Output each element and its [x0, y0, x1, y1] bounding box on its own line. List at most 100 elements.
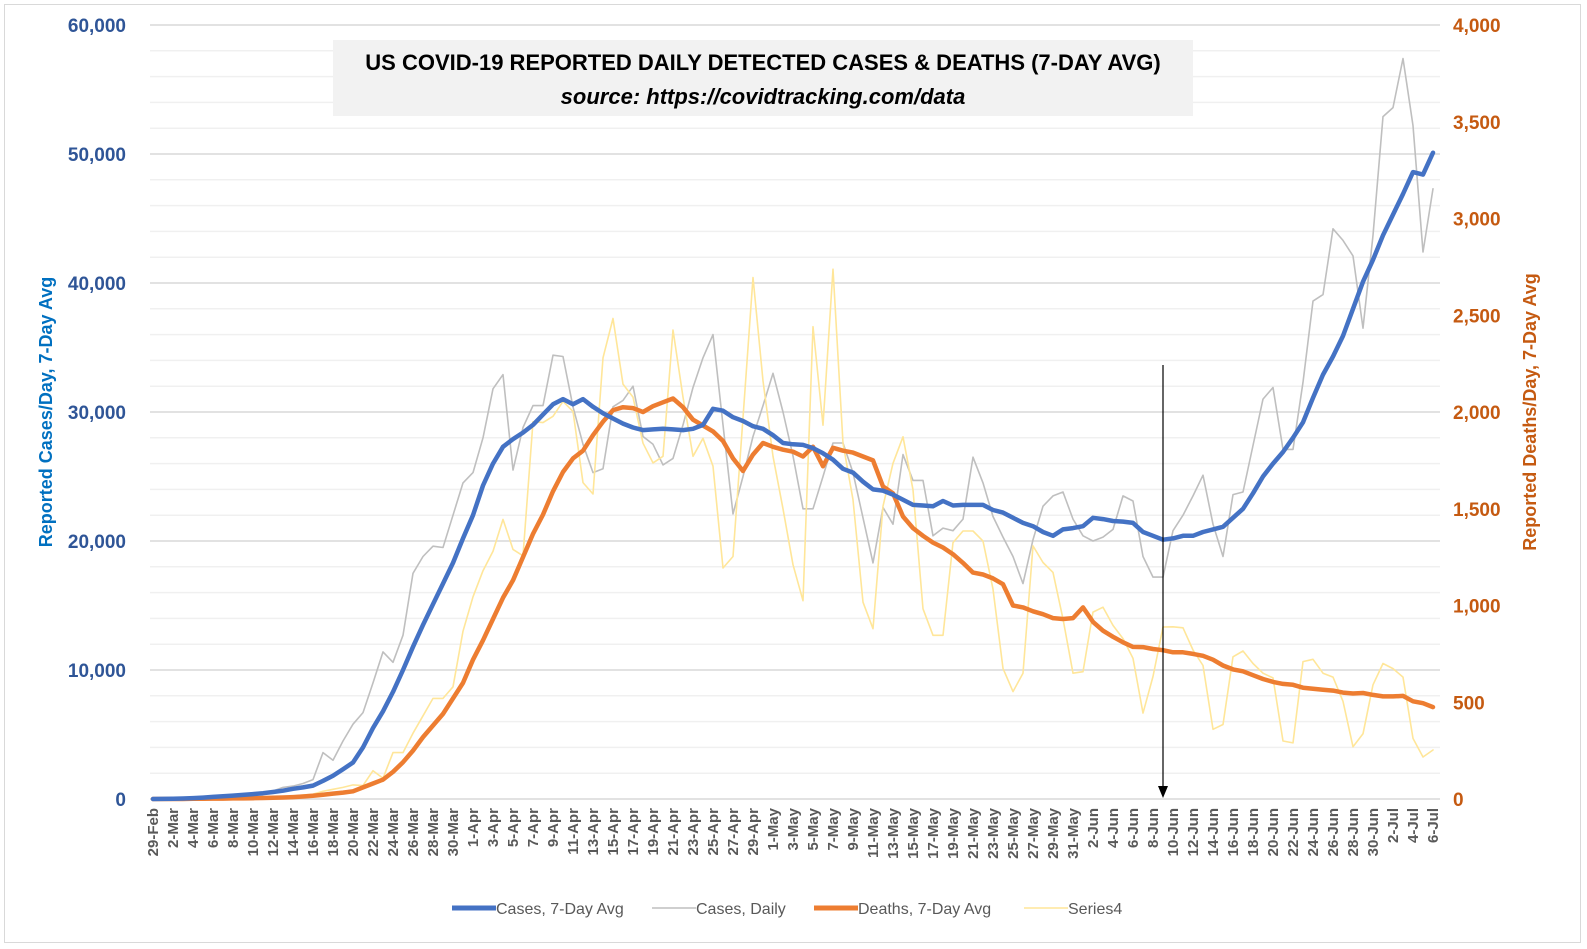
data-point-deaths-7-day-avg [512, 579, 515, 582]
data-point-cases-7-day-avg [712, 407, 715, 410]
left-tick-label: 50,000 [68, 145, 126, 166]
data-point-deaths-7-day-avg [642, 411, 645, 414]
data-point-series4 [592, 493, 595, 496]
x-axis-ticks: 29-Feb 2-Mar 4-Mar 6-Mar 8-Mar 10-Mar 12-Mar 14… [145, 807, 1442, 859]
data-point-deaths-7-day-avg [312, 794, 315, 797]
data-point-deaths-7-day-avg [1272, 680, 1275, 683]
data-point-deaths-7-day-avg [402, 761, 405, 764]
data-point-series4 [1302, 660, 1305, 663]
right-tick-label: 1,000 [1453, 597, 1501, 618]
data-point-cases-7-day-avg [582, 398, 585, 401]
x-tick-label: 6-Mar [205, 808, 222, 848]
legend-item[interactable]: Cases, Daily [652, 901, 786, 918]
data-point-deaths-7-day-avg [472, 658, 475, 661]
data-point-series4 [1422, 756, 1425, 759]
x-tick-label: 9-May [845, 807, 862, 850]
data-point-cases-daily [992, 515, 995, 518]
data-point-cases-7-day-avg [592, 405, 595, 408]
data-point-cases-7-day-avg [632, 426, 635, 429]
data-point-cases-daily [342, 740, 345, 743]
data-point-deaths-7-day-avg [1202, 654, 1205, 657]
x-tick-label: 6-Jun [1125, 808, 1142, 848]
data-point-deaths-7-day-avg [912, 527, 915, 530]
x-tick-label: 10-Mar [245, 808, 262, 857]
data-point-cases-daily [532, 404, 535, 407]
data-point-series4 [1022, 672, 1025, 675]
data-point-cases-daily [372, 681, 375, 684]
data-point-cases-7-day-avg [452, 561, 455, 564]
x-tick-label: 4-Jun [1105, 808, 1122, 848]
data-point-deaths-7-day-avg [372, 782, 375, 785]
data-point-deaths-7-day-avg [742, 470, 745, 473]
data-point-deaths-7-day-avg [942, 546, 945, 549]
data-point-deaths-7-day-avg [1292, 683, 1295, 686]
data-point-cases-7-day-avg [382, 710, 385, 713]
data-point-cases-7-day-avg [802, 443, 805, 446]
data-point-deaths-7-day-avg [782, 448, 785, 451]
data-point-cases-7-day-avg [652, 428, 655, 431]
data-point-deaths-7-day-avg [1352, 692, 1355, 695]
data-point-cases-7-day-avg [262, 792, 265, 795]
data-point-cases-daily [512, 469, 515, 472]
data-point-cases-7-day-avg [962, 503, 965, 506]
data-point-series4 [1402, 676, 1405, 679]
data-point-deaths-7-day-avg [1222, 664, 1225, 667]
data-point-cases-daily [1412, 124, 1415, 127]
data-point-cases-7-day-avg [882, 489, 885, 492]
data-point-cases-7-day-avg [732, 416, 735, 419]
data-point-cases-7-day-avg [1172, 537, 1175, 540]
data-point-cases-7-day-avg [1352, 307, 1355, 310]
data-point-deaths-7-day-avg [1062, 618, 1065, 621]
data-point-deaths-7-day-avg [1092, 620, 1095, 623]
legend-item[interactable]: Series4 [1024, 901, 1122, 918]
data-point-series4 [1052, 571, 1055, 574]
data-point-deaths-7-day-avg [1082, 606, 1085, 609]
data-point-series4 [752, 276, 755, 279]
data-point-cases-daily [1102, 536, 1105, 539]
data-point-deaths-7-day-avg [732, 457, 735, 460]
x-tick-label: 18-Mar [325, 808, 342, 857]
data-point-cases-daily [1112, 528, 1115, 531]
data-point-deaths-7-day-avg [842, 449, 845, 452]
data-point-cases-7-day-avg [462, 537, 465, 540]
x-tick-label: 7-May [825, 807, 842, 850]
legend-item[interactable]: Deaths, 7-Day Avg [814, 901, 991, 918]
data-point-deaths-7-day-avg [962, 561, 965, 564]
data-point-deaths-7-day-avg [792, 450, 795, 453]
data-point-cases-daily [1152, 576, 1155, 579]
x-tick-label: 10-Jun [1165, 808, 1182, 856]
data-point-cases-7-day-avg [622, 422, 625, 425]
right-tick-label: 3,500 [1453, 113, 1501, 134]
data-point-cases-7-day-avg [912, 503, 915, 506]
right-tick-label: 2,000 [1453, 403, 1501, 424]
data-point-cases-7-day-avg [672, 428, 675, 431]
data-point-series4 [372, 769, 375, 772]
data-point-cases-7-day-avg [1232, 516, 1235, 519]
x-tick-label: 1-May [765, 807, 782, 850]
data-point-cases-daily [772, 372, 775, 375]
data-point-cases-7-day-avg [1212, 528, 1215, 531]
data-point-cases-7-day-avg [722, 409, 725, 412]
data-point-cases-7-day-avg [1102, 518, 1105, 521]
data-point-series4 [502, 518, 505, 521]
data-point-cases-daily [1332, 227, 1335, 230]
data-point-cases-7-day-avg [1012, 516, 1015, 519]
left-tick-label: 20,000 [68, 532, 126, 553]
data-point-cases-7-day-avg [552, 403, 555, 406]
data-point-cases-7-day-avg [572, 403, 575, 406]
data-point-cases-daily [1272, 386, 1275, 389]
data-point-cases-7-day-avg [1372, 258, 1375, 261]
x-tick-label: 27-May [1025, 807, 1042, 859]
data-point-series4 [952, 541, 955, 544]
legend-item[interactable]: Cases, 7-Day Avg [452, 901, 624, 918]
data-point-deaths-7-day-avg [1042, 613, 1045, 616]
data-point-cases-daily [722, 423, 725, 426]
right-tick-label: 2,500 [1453, 306, 1501, 327]
data-point-cases-daily [562, 355, 565, 358]
x-tick-label: 13-Apr [585, 808, 602, 856]
data-point-cases-daily [962, 518, 965, 521]
data-point-cases-7-day-avg [252, 793, 255, 796]
data-point-series4 [652, 461, 655, 464]
data-point-cases-daily [492, 387, 495, 390]
data-point-cases-7-day-avg [1112, 520, 1115, 523]
